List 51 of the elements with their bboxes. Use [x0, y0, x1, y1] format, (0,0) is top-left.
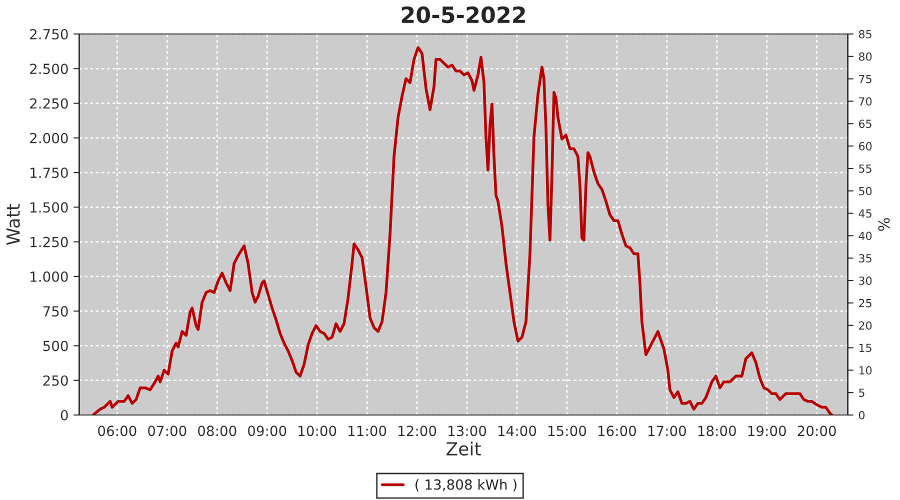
legend-label: ( 13,808 kWh ) [416, 479, 516, 492]
y2-tick-label: 70 [859, 97, 872, 106]
y-tick-label: 250 [43, 375, 68, 386]
y-tick-label: 0 [60, 410, 68, 420]
y2-tick-label: 80 [858, 52, 872, 61]
x-tick-label: 20:00 [798, 426, 836, 436]
y-tick-label: 2.000 [30, 132, 68, 144]
y2-tick-label: 5 [859, 388, 864, 397]
y-axis-title: Watt [6, 204, 20, 245]
y2-tick-label: 10 [859, 366, 872, 375]
x-tick-label: 19:00 [748, 426, 786, 436]
x-tick-label: 13:00 [448, 426, 486, 436]
y2-tick-label: 75 [859, 74, 872, 84]
y-tick-label: 1.750 [30, 168, 68, 178]
y2-tick-label: 40 [858, 232, 872, 240]
x-tick-label: 06:00 [98, 426, 136, 436]
y-tick-label: 500 [43, 340, 68, 352]
line-series [92, 46, 834, 415]
x-tick-label: 18:00 [698, 426, 736, 436]
x-tick-label: 16:00 [598, 426, 636, 436]
y2-tick-label: 30 [859, 276, 872, 285]
x-tick-label: 14:00 [498, 426, 536, 436]
y-tick-label: 1.500 [30, 202, 68, 213]
y2-tick-label: 15 [859, 344, 872, 352]
x-tick-label: 17:00 [648, 426, 686, 436]
x-tick-label: 07:00 [148, 426, 186, 436]
x-tick-label: 11:00 [348, 426, 386, 436]
y2-tick-label: 25 [859, 298, 872, 308]
y2-tick-label: 20 [859, 321, 872, 330]
y2-tick-label: 60 [858, 142, 872, 150]
x-tick-label: 12:00 [398, 426, 436, 436]
y2-tick-label: 35 [859, 254, 872, 262]
y-tick-label: 2.750 [30, 28, 68, 40]
y-tick-label: 1.000 [30, 271, 68, 282]
x-tick-label: 08:00 [198, 426, 236, 436]
x-tick-label: 15:00 [548, 426, 586, 436]
y2-tick-label: 50 [859, 186, 872, 196]
x-axis-title: Zeit [446, 442, 481, 456]
y-tick-label: 2.250 [30, 98, 68, 109]
x-tick-label: 10:00 [298, 426, 336, 436]
y-tick-label: 2.500 [30, 64, 68, 74]
y2-tick-label: 45 [858, 209, 872, 218]
y-tick-label: 1.250 [30, 236, 68, 248]
y-tick-label: 750 [43, 306, 68, 317]
x-tick-label: 09:00 [248, 426, 286, 436]
y2-tick-label: 65 [858, 120, 872, 128]
y2-axis-title: % [878, 218, 890, 231]
y2-tick-label: 55 [859, 164, 872, 173]
y2-tick-label: 85 [858, 30, 872, 38]
chart-title: 20-5-2022 [402, 6, 525, 24]
y2-tick-label: 0 [858, 410, 865, 420]
